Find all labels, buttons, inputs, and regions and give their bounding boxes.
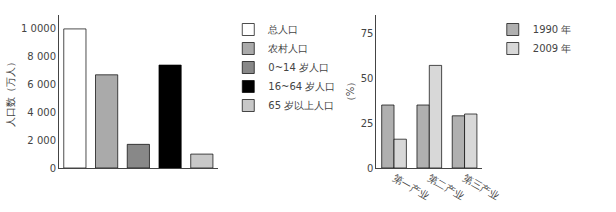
svg-text:1 0000: 1 0000 <box>21 23 56 34</box>
svg-text:第二产业: 第二产业 <box>426 173 466 203</box>
svg-text:16~64 岁人口: 16~64 岁人口 <box>268 81 335 92</box>
svg-text:65 岁以上人口: 65 岁以上人口 <box>268 100 334 111</box>
svg-text:8 000: 8 000 <box>27 51 56 62</box>
svg-text:人口数（万人）: 人口数（万人） <box>5 57 16 127</box>
svg-text:0: 0 <box>367 163 373 174</box>
svg-text:农村人口: 农村人口 <box>268 43 308 54</box>
svg-text:（%）: （%） <box>345 77 356 107</box>
svg-text:2009 年: 2009 年 <box>533 43 572 54</box>
svg-text:1990 年: 1990 年 <box>533 24 572 35</box>
svg-text:0~14 岁人口: 0~14 岁人口 <box>268 62 329 73</box>
svg-text:4 000: 4 000 <box>27 107 56 118</box>
svg-text:0: 0 <box>50 163 56 174</box>
svg-text:50: 50 <box>361 73 374 84</box>
svg-text:总人口: 总人口 <box>267 24 298 35</box>
svg-text:6 000: 6 000 <box>27 79 56 90</box>
svg-text:2 000: 2 000 <box>27 135 56 146</box>
svg-text:第三产业: 第三产业 <box>461 173 501 203</box>
svg-text:25: 25 <box>361 118 374 129</box>
svg-text:75: 75 <box>361 28 374 39</box>
svg-text:第一产业: 第一产业 <box>391 173 431 203</box>
